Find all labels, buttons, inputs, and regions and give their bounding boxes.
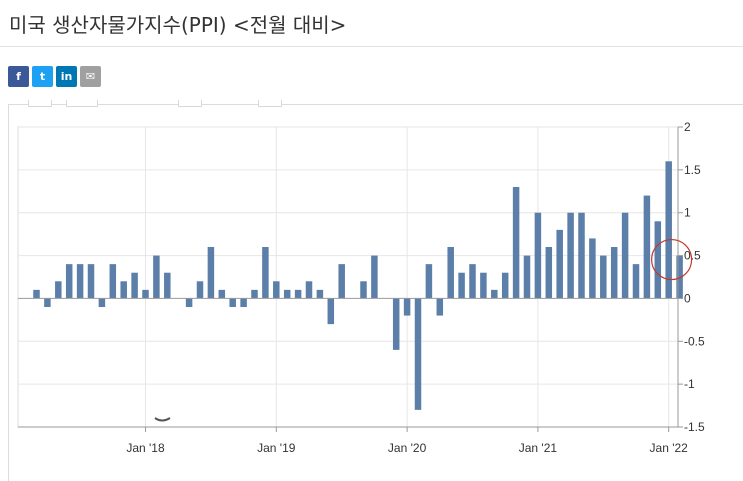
bar — [425, 264, 433, 299]
x-tick-label: Jan '21 — [519, 441, 558, 455]
bar — [240, 298, 247, 307]
bar-series — [33, 161, 683, 410]
bar — [65, 264, 73, 299]
y-tick-label: 0.5 — [684, 249, 701, 263]
bar — [676, 255, 683, 299]
twitter-share-button[interactable]: t — [32, 66, 53, 87]
bar — [578, 212, 585, 299]
bar — [33, 289, 40, 299]
bar — [251, 289, 258, 299]
bar — [87, 264, 95, 299]
x-tick-label: Jan '20 — [388, 441, 427, 455]
bar — [610, 247, 618, 299]
bar — [262, 247, 269, 299]
bar — [501, 272, 509, 299]
email-share-button[interactable]: ✉ — [80, 66, 101, 87]
bar — [414, 298, 422, 410]
bar — [589, 238, 596, 299]
bar — [229, 298, 236, 307]
bar — [305, 281, 313, 299]
chart-frame — [8, 104, 743, 481]
range-tab[interactable] — [66, 100, 98, 107]
x-tick-label: Jan '18 — [126, 441, 165, 455]
linkedin-share-button[interactable]: in — [56, 66, 77, 87]
bar — [153, 255, 160, 299]
bar — [491, 289, 498, 299]
twitter-icon: t — [39, 70, 46, 83]
range-tab[interactable] — [28, 100, 52, 107]
mail-icon: ✉ — [85, 70, 96, 83]
scroll-handle-icon — [154, 417, 171, 422]
bar — [545, 247, 553, 299]
facebook-icon: f — [16, 70, 21, 83]
x-tick-label: Jan '22 — [650, 441, 689, 455]
range-tab[interactable] — [178, 100, 202, 107]
bar — [458, 272, 465, 299]
bar — [643, 195, 651, 299]
bar — [207, 247, 215, 299]
bar — [120, 281, 127, 299]
bar — [534, 212, 542, 299]
bar — [556, 229, 563, 299]
bar — [523, 255, 531, 299]
bar — [218, 289, 226, 299]
y-tick-label: -0.5 — [684, 334, 705, 348]
y-axis-ticks: 2 1.5 1 0.5 0 -0.5 -1 -1.5 — [678, 120, 705, 434]
bar — [469, 264, 476, 299]
bar — [44, 298, 51, 307]
bar — [55, 281, 62, 299]
bar — [665, 161, 672, 299]
y-tick-label: 2 — [684, 120, 691, 134]
bar — [294, 289, 302, 299]
title-divider — [0, 46, 743, 47]
bar — [185, 298, 193, 307]
range-selector — [28, 100, 288, 108]
bar — [600, 255, 607, 299]
annotations — [154, 238, 693, 422]
bar — [131, 272, 138, 299]
highlight-circle — [650, 238, 693, 281]
bar — [164, 272, 171, 299]
bar — [371, 255, 378, 299]
range-tab[interactable] — [258, 100, 282, 107]
share-bar: f t in ✉ — [8, 66, 101, 87]
bar — [142, 289, 149, 299]
facebook-share-button[interactable]: f — [8, 66, 29, 87]
bar — [447, 247, 454, 299]
bar — [621, 212, 629, 299]
bar — [403, 298, 411, 316]
page-title: 미국 생산자물가지수(PPI) <전월 대비> — [9, 13, 347, 37]
bar — [273, 281, 280, 299]
bar — [196, 281, 204, 299]
x-tick-label: Jan '19 — [257, 441, 296, 455]
bar — [283, 289, 291, 299]
bar — [567, 212, 574, 299]
bar — [327, 298, 335, 325]
bar — [392, 298, 400, 350]
bar — [512, 187, 520, 299]
y-tick-label: 0 — [684, 291, 691, 305]
bar — [654, 221, 662, 299]
y-tick-label: -1.5 — [684, 420, 705, 434]
x-axis-ticks: Jan '18 Jan '19 Jan '20 Jan '21 Jan '22 — [126, 427, 688, 455]
y-tick-label: 1.5 — [684, 163, 701, 177]
y-tick-label: 1 — [684, 206, 691, 220]
linkedin-icon: in — [60, 70, 73, 83]
bar — [436, 298, 444, 316]
bar — [338, 264, 345, 299]
bar — [98, 298, 106, 307]
axes — [18, 127, 679, 428]
bar — [76, 264, 84, 299]
bar — [360, 281, 367, 299]
bar — [109, 264, 117, 299]
bar — [480, 272, 487, 299]
bar — [632, 264, 640, 299]
y-tick-label: -1 — [684, 377, 695, 391]
bar — [316, 289, 324, 299]
